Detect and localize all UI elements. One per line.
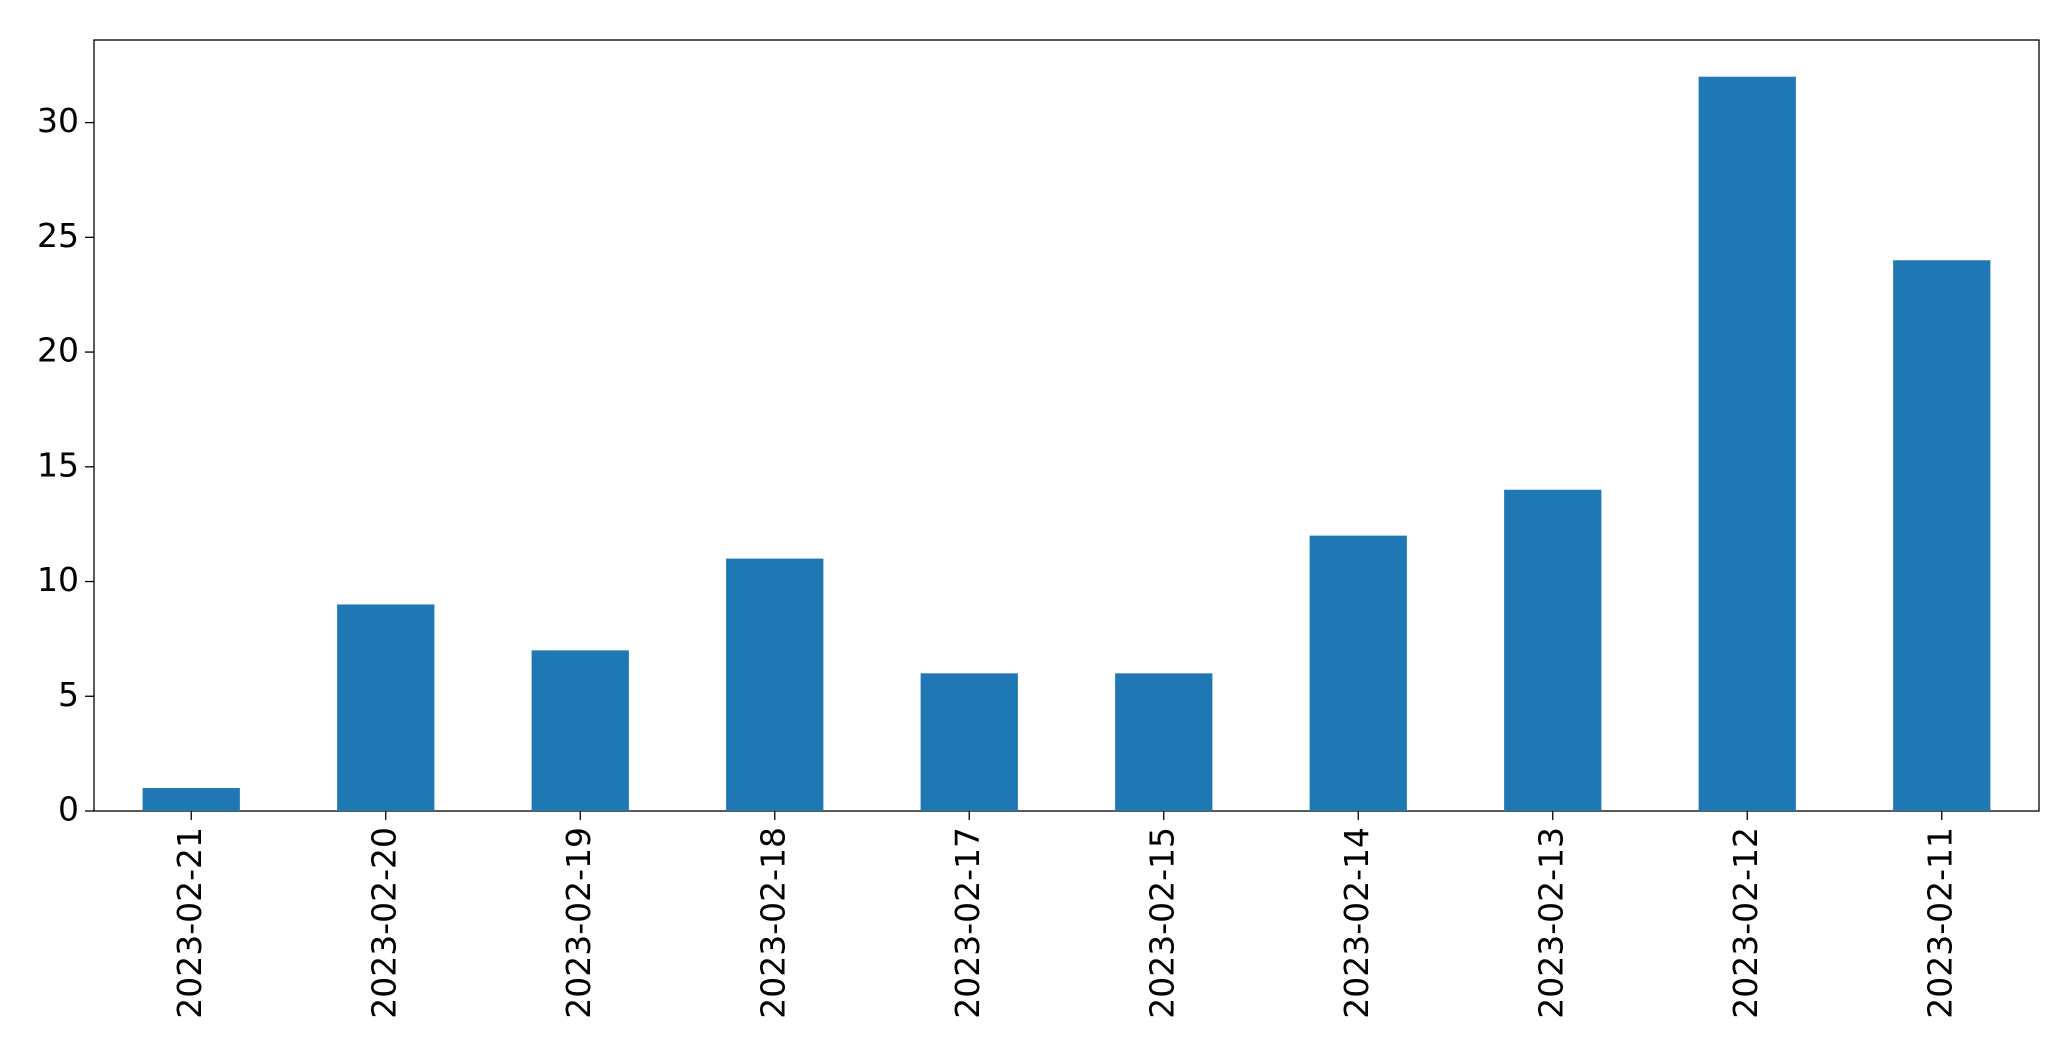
bar	[1115, 673, 1213, 811]
x-tick-label: 2023-02-21	[170, 827, 209, 1019]
bar	[1504, 489, 1602, 811]
y-tick-label: 25	[37, 216, 79, 255]
bar	[920, 673, 1018, 811]
x-tick-label: 2023-02-20	[364, 827, 403, 1019]
y-tick-label: 0	[58, 790, 79, 829]
x-tick-label: 2023-02-13	[1531, 827, 1570, 1019]
y-tick-label: 20	[37, 331, 79, 370]
bar	[1698, 76, 1796, 811]
x-tick-label: 2023-02-17	[948, 827, 987, 1019]
y-tick-label: 5	[58, 675, 79, 714]
x-tick-label: 2023-02-12	[1726, 827, 1765, 1019]
y-tick-label: 10	[37, 560, 79, 599]
bar	[726, 558, 824, 811]
x-tick-label: 2023-02-11	[1920, 827, 1959, 1019]
x-tick-label: 2023-02-19	[559, 827, 598, 1019]
y-tick-label: 15	[37, 445, 79, 484]
x-tick-label: 2023-02-14	[1337, 827, 1376, 1019]
plot-frame	[93, 39, 2040, 812]
y-tick-label: 30	[37, 101, 79, 140]
bar	[337, 604, 435, 811]
bar	[531, 650, 629, 811]
x-tick-label: 2023-02-15	[1142, 827, 1181, 1019]
bar	[142, 788, 240, 811]
bar	[1309, 535, 1407, 811]
x-tick-label: 2023-02-18	[753, 827, 792, 1019]
bar	[1893, 260, 1991, 811]
